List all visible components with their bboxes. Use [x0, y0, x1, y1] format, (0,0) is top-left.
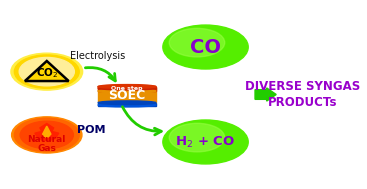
- Polygon shape: [25, 61, 69, 81]
- Circle shape: [169, 28, 225, 57]
- Text: Electrolysis: Electrolysis: [70, 51, 126, 61]
- Circle shape: [20, 121, 73, 149]
- Circle shape: [12, 117, 82, 153]
- Circle shape: [11, 53, 83, 90]
- Bar: [98, 87, 156, 91]
- Ellipse shape: [98, 87, 156, 90]
- Polygon shape: [43, 126, 51, 138]
- Circle shape: [163, 25, 248, 69]
- FancyArrow shape: [255, 88, 276, 101]
- Ellipse shape: [98, 101, 156, 105]
- Ellipse shape: [98, 84, 156, 89]
- Text: Natural
Gas: Natural Gas: [28, 135, 66, 153]
- Circle shape: [14, 55, 79, 88]
- Text: CO$_2$: CO$_2$: [36, 67, 58, 81]
- Text: CO: CO: [190, 38, 221, 57]
- Circle shape: [169, 123, 225, 152]
- Text: SOEC: SOEC: [108, 89, 146, 102]
- Ellipse shape: [98, 103, 156, 107]
- Polygon shape: [35, 123, 59, 140]
- Circle shape: [163, 120, 248, 164]
- Bar: [98, 87, 156, 102]
- Text: DIVERSE SYNGAS
PRODUCTs: DIVERSE SYNGAS PRODUCTs: [245, 80, 360, 109]
- Text: One step: One step: [111, 86, 143, 91]
- Circle shape: [19, 57, 75, 86]
- Bar: [98, 103, 156, 106]
- Circle shape: [14, 118, 79, 152]
- Ellipse shape: [98, 89, 156, 93]
- Text: H$_2$ + CO: H$_2$ + CO: [175, 134, 236, 149]
- Ellipse shape: [98, 85, 156, 88]
- Text: POM: POM: [77, 125, 105, 135]
